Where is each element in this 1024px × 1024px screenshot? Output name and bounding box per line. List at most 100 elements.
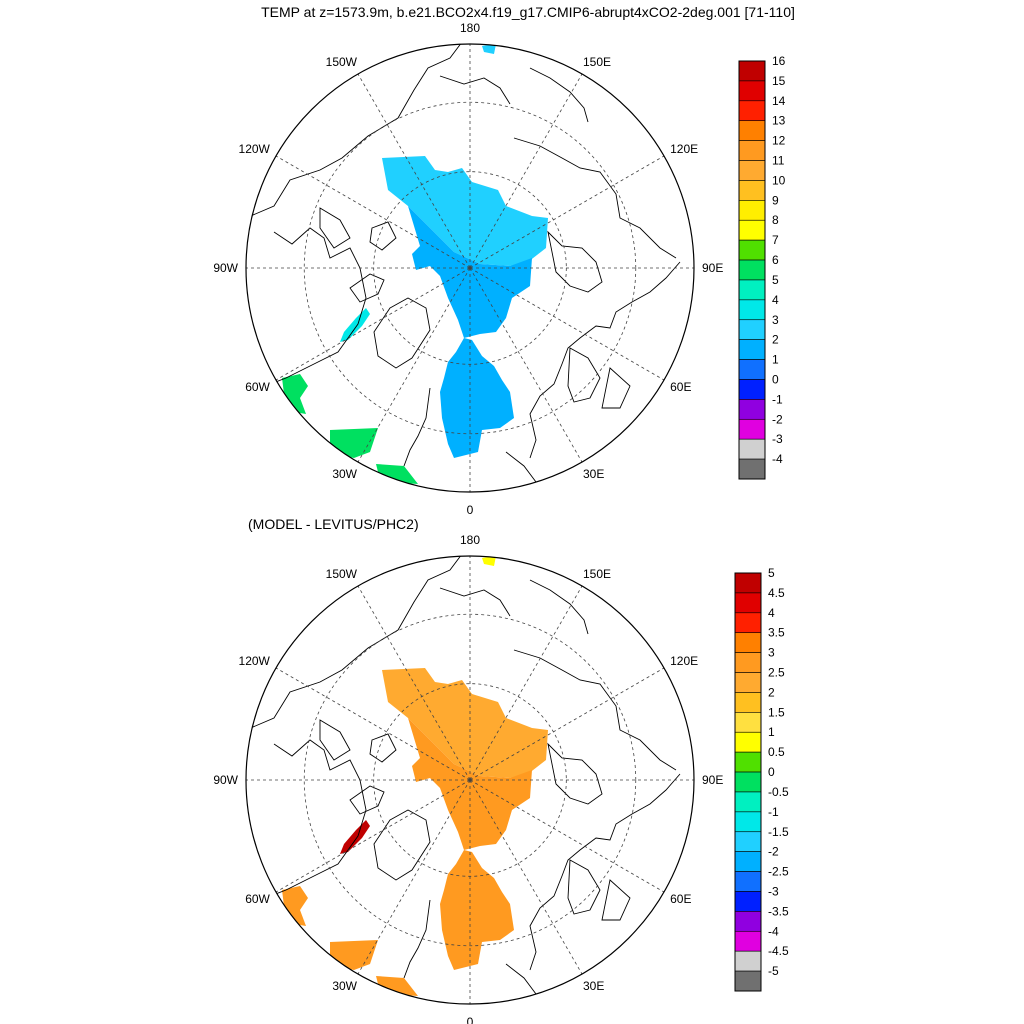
meridian-line xyxy=(357,585,471,781)
colorbar-label: 14 xyxy=(772,94,786,108)
colorbar-swatch xyxy=(734,572,762,594)
colorbar-swatch xyxy=(734,930,762,952)
longitude-label: 150E xyxy=(583,55,611,69)
colorbar-swatch xyxy=(738,458,766,480)
coastline xyxy=(373,809,431,881)
region-bering-patch xyxy=(482,44,496,54)
colorbar-label: 7 xyxy=(772,233,779,247)
panel-title: TEMP at z=1573.9m, b.e21.BCO2x4.f19_g17.… xyxy=(261,4,795,20)
colorbar-label: -3 xyxy=(772,432,783,446)
colorbar-label: 8 xyxy=(772,213,779,227)
coastline xyxy=(246,556,463,731)
coastline xyxy=(505,963,537,995)
longitude-label: 90W xyxy=(213,773,238,787)
colorbar-label: 5 xyxy=(772,273,779,287)
region-north-atlantic-patch xyxy=(330,940,378,970)
colorbar-swatch xyxy=(734,970,762,992)
longitude-label: 30W xyxy=(332,979,357,993)
colorbar-label: 1.5 xyxy=(768,705,785,719)
coastline xyxy=(439,75,511,105)
colorbar-swatch xyxy=(738,200,766,221)
colorbar-label: -1 xyxy=(772,392,783,406)
longitude-label: 60W xyxy=(245,380,270,394)
region-baffin-bay-patch xyxy=(340,820,370,854)
region-labrador-sea-patch xyxy=(282,374,308,414)
coastline xyxy=(369,733,397,763)
region-north-atlantic-patch xyxy=(330,428,378,458)
colorbar-swatch xyxy=(738,438,766,460)
coastline xyxy=(547,742,603,805)
colorbar-swatch xyxy=(734,811,762,833)
meridian-line xyxy=(469,155,665,269)
map-boundary xyxy=(245,555,695,1005)
colorbar-swatch xyxy=(734,751,762,773)
longitude-label: 180 xyxy=(460,533,480,547)
colorbar-swatch xyxy=(734,592,762,614)
colorbar-swatch xyxy=(734,831,762,852)
colorbar-swatch xyxy=(738,140,766,161)
colorbar-swatch xyxy=(734,672,762,693)
colorbar-frame xyxy=(734,572,762,992)
longitude-label: 0 xyxy=(467,1015,474,1024)
colorbar-label: 9 xyxy=(772,193,779,207)
colorbar-swatch xyxy=(738,120,766,141)
colorbar-swatch xyxy=(738,279,766,301)
colorbar-label: 3.5 xyxy=(768,626,785,640)
region-baffin-bay-patch xyxy=(340,308,370,342)
map-boundary xyxy=(245,43,695,493)
meridian-line xyxy=(357,779,471,975)
longitude-label: 120W xyxy=(239,654,271,668)
colorbar-swatch xyxy=(738,180,766,201)
colorbar-label: -4 xyxy=(768,924,779,938)
coastline xyxy=(403,899,431,979)
colorbar-swatch xyxy=(734,791,762,813)
colorbar-swatch xyxy=(738,399,766,420)
map-area xyxy=(246,556,694,1004)
colorbar-swatch xyxy=(734,692,762,713)
colorbar-label: -2 xyxy=(768,845,779,859)
colorbar-label: 0.5 xyxy=(768,745,785,759)
colorbar-label: -0.5 xyxy=(768,785,789,799)
colorbar-label: 4 xyxy=(768,606,775,620)
colorbar-swatch xyxy=(734,871,762,892)
coastline xyxy=(373,297,431,369)
coastlines xyxy=(246,44,681,491)
colorbar-label: 2.5 xyxy=(768,666,785,680)
coastline xyxy=(529,773,681,971)
colorbar-label: 5 xyxy=(768,566,775,580)
panel-bottom: 180 150E 120E 90E 60E 30E 0 30W 60W 90W 120W 150W 5 4… xyxy=(213,533,789,1024)
region-bering-patch xyxy=(482,556,496,566)
meridian-line xyxy=(469,585,583,781)
meridian-line xyxy=(469,73,583,269)
meridian-line xyxy=(469,267,665,381)
longitude-label: 60E xyxy=(670,380,691,394)
longitude-label: 30W xyxy=(332,467,357,481)
colorbar-swatch xyxy=(734,950,762,972)
coastline xyxy=(529,67,589,123)
colorbar-swatch xyxy=(734,712,762,733)
longitude-label: 150E xyxy=(583,567,611,581)
longitude-label: 30E xyxy=(583,467,604,481)
colorbar-swatch xyxy=(738,60,766,82)
longitude-label: 120E xyxy=(670,654,698,668)
coastline xyxy=(547,230,603,293)
region-arctic-basin xyxy=(382,156,548,266)
longitude-label: 150W xyxy=(326,567,358,581)
longitude-label: 0 xyxy=(467,503,474,517)
longitude-label: 90W xyxy=(213,261,238,275)
colorbar-swatch xyxy=(734,731,762,753)
colorbar-label: -5 xyxy=(768,964,779,978)
colorbar-label: 1 xyxy=(768,725,775,739)
coastline xyxy=(259,739,367,901)
colorbar-label: 12 xyxy=(772,134,786,148)
colorbar-label: 3 xyxy=(768,646,775,660)
region-fram-strait-nordic-seas xyxy=(440,850,514,970)
coastline xyxy=(259,227,367,389)
region-eurasian-basin xyxy=(408,718,532,850)
longitude-label: 30E xyxy=(583,979,604,993)
latitude-circle xyxy=(303,613,637,947)
colorbar-swatch xyxy=(734,652,762,673)
colorbar-swatch xyxy=(738,418,766,440)
